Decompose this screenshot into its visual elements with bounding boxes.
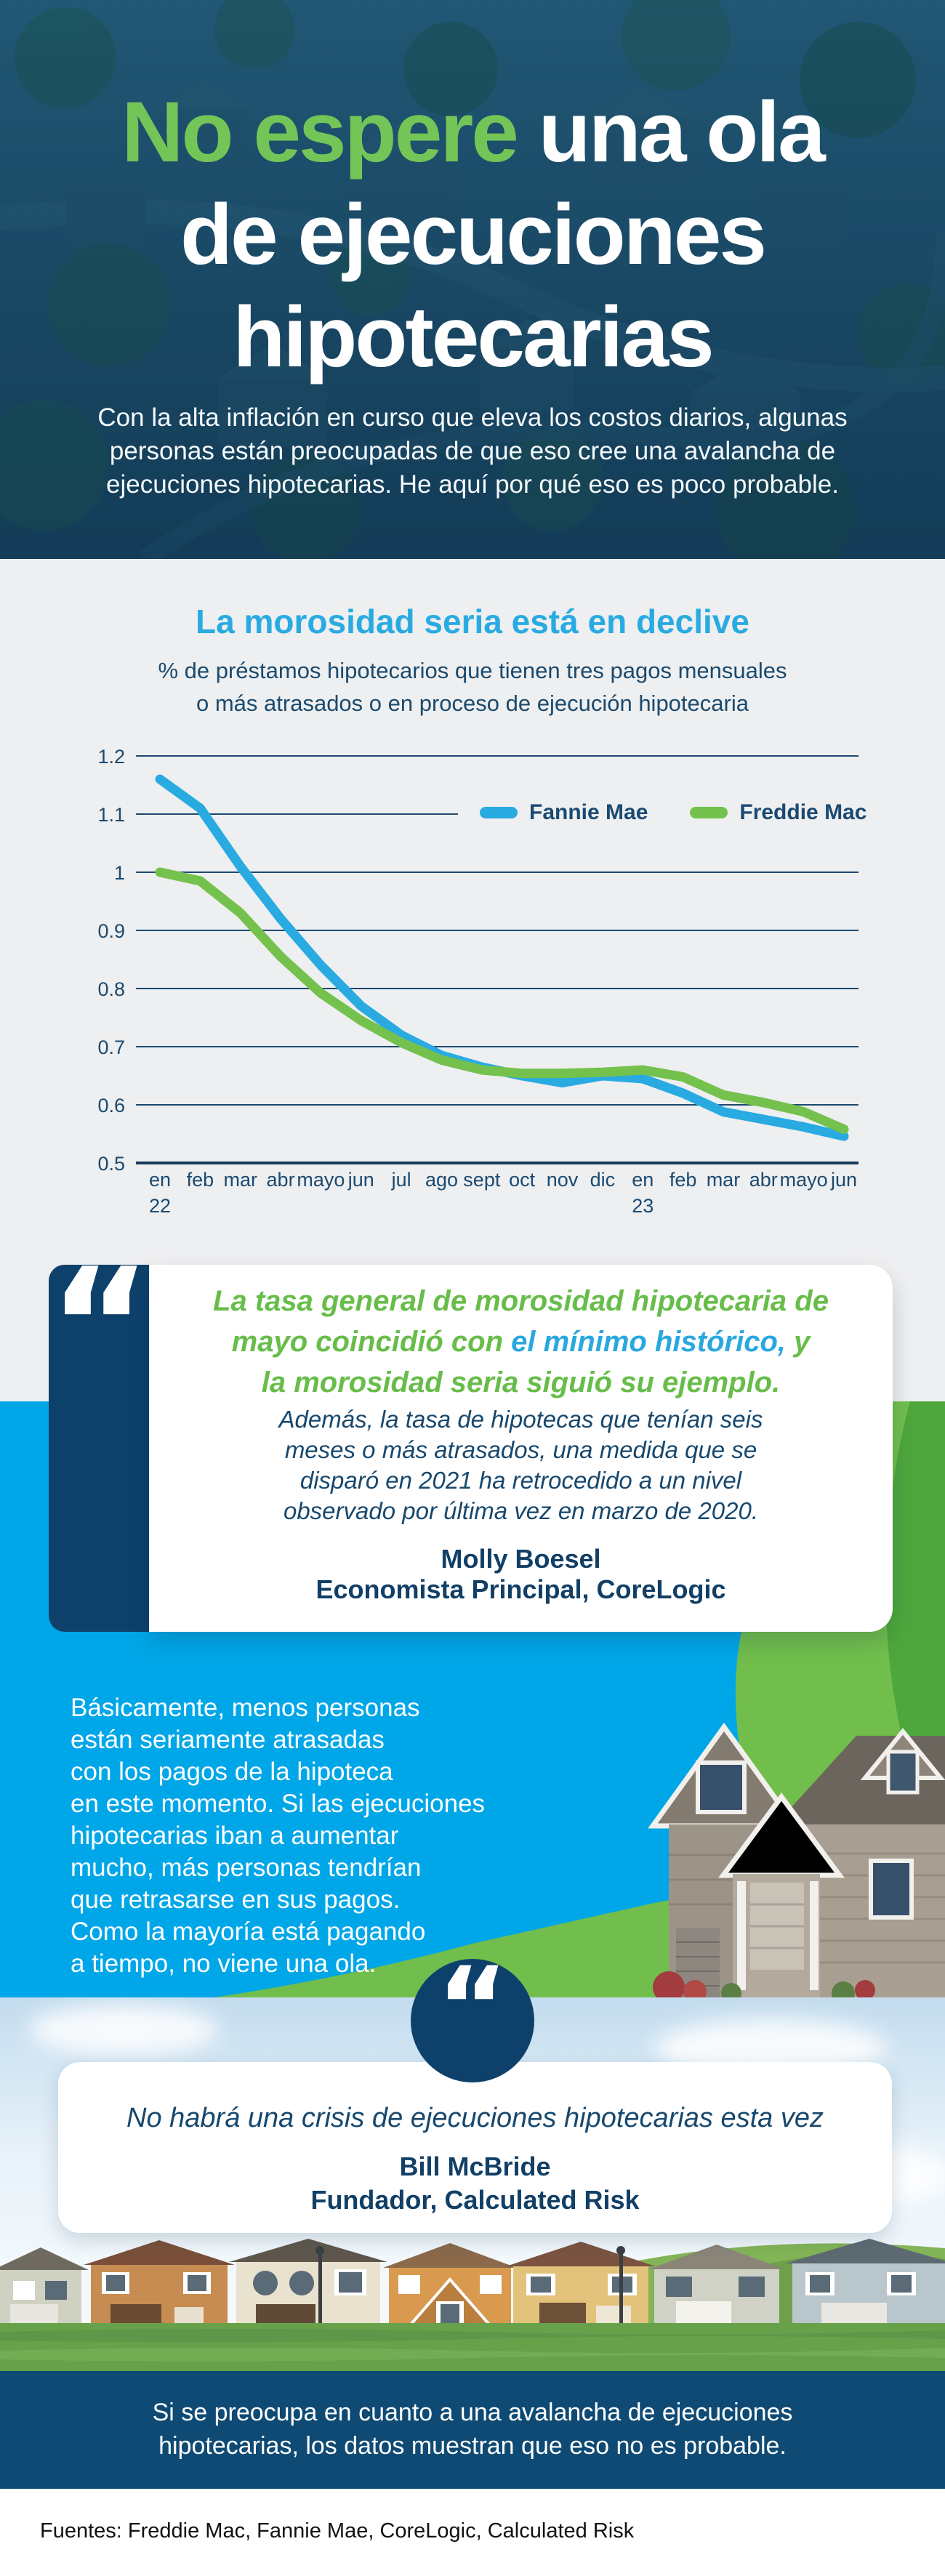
page-title-line1: No espere una ola [121,84,825,180]
quote1-quotation-mark-icon: “ [49,1234,152,1417]
chart-section-background [0,559,945,1401]
svg-text:feb: feb [669,1169,697,1191]
quote1-body-text: Además, la tasa de hipotecas que tenían … [278,1406,763,1524]
svg-text:mayo: mayo [297,1169,345,1191]
svg-text:0.8: 0.8 [97,978,125,1000]
hero-section [0,0,945,559]
svg-text:dic: dic [590,1169,616,1191]
sources-text: Fuentes: Freddie Mac, Fannie Mae, CoreLo… [40,2519,635,2543]
delinquency-line-chart: 1.21.110.90.80.70.60.5en feb mar abr mayo jun… [97,746,858,1217]
summary-banner-text: Si se preocupa en cuanto a una avalancha… [152,2399,793,2460]
fannie-mae-legend-swatch [480,807,518,818]
summary-banner [0,2371,945,2489]
house-photo [648,1723,945,1997]
cloud-shape [29,2005,218,2056]
fannie-mae-legend-label: Fannie Mae [529,800,648,824]
svg-text:jul: jul [391,1169,411,1191]
freddie-mac-legend-swatch [690,807,728,818]
quote2-author-role: Fundador, Calculated Risk [310,2185,640,2215]
svg-text:0.9: 0.9 [97,920,125,942]
hero-color-overlay [0,0,945,559]
blue-section-paragraph: Básicamente, menos personas están seriam… [71,1694,486,1978]
quote2-text: No habrá una crisis de ejecuciones hipot… [126,2103,824,2133]
sources-footer [0,2489,945,2576]
quote1-author-role: Economista Principal, CoreLogic [315,1574,726,1604]
hero-subtitle: Con la alta inflación en curso que eleva… [97,403,848,499]
svg-text:en: en [632,1169,654,1191]
quote1-author: Molly Boesel [441,1544,601,1574]
quote2-attribution: Bill McBride Fundador, Calculated Risk [80,2150,870,2217]
svg-text:nov: nov [547,1169,579,1191]
quote1-navy-bar [49,1265,149,1632]
quote2-card [58,2062,892,2233]
quote1-highlight-text: La tasa general de morosidad hipotecaria… [213,1285,829,1398]
svg-text:0.5: 0.5 [97,1153,125,1175]
svg-text:1.2: 1.2 [97,746,125,768]
svg-text:1.1: 1.1 [97,804,125,826]
quote1-cyan-highlight: el mínimo histórico, [511,1326,786,1358]
page-title: No espere una ola de ejecuciones hipotec… [0,81,945,389]
quote1-card [149,1265,893,1632]
chart-subtitle: % de préstamos hipotecarios que tienen t… [158,658,787,716]
svg-text:feb: feb [187,1169,214,1191]
page-title-line3: hipotecarias [233,289,714,385]
svg-text:abr: abr [267,1169,295,1191]
quote2-author: Bill McBride [399,2152,551,2181]
svg-text:en: en [149,1169,171,1191]
svg-text:1: 1 [114,862,125,884]
houses-row-photo [0,2239,945,2371]
quote1-attribution: Molly Boesel Economista Principal, CoreL… [171,1544,871,1605]
svg-text:22: 22 [149,1195,171,1217]
quote2-quotation-mark-icon: “ [411,1953,534,2082]
svg-text:abr: abr [749,1169,778,1191]
svg-text:jun: jun [347,1169,374,1191]
freddie-mac-legend-label: Freddie Mac [739,800,867,824]
svg-text:23: 23 [632,1195,654,1217]
svg-text:jun: jun [830,1169,857,1191]
svg-text:mayo: mayo [780,1169,828,1191]
svg-text:0.6: 0.6 [97,1095,125,1116]
page-title-line2: de ejecuciones [180,187,767,283]
svg-text:mar: mar [707,1169,741,1191]
svg-text:mar: mar [223,1169,257,1191]
svg-text:sept: sept [463,1169,501,1191]
svg-text:ago: ago [425,1169,458,1191]
svg-text:0.7: 0.7 [97,1037,125,1058]
chart-title: La morosidad seria está en declive [196,603,749,640]
chart-legend: Fannie Mae Freddie Mac [480,798,887,827]
svg-text:oct: oct [509,1169,536,1191]
page-title-highlight: No espere [121,84,519,180]
